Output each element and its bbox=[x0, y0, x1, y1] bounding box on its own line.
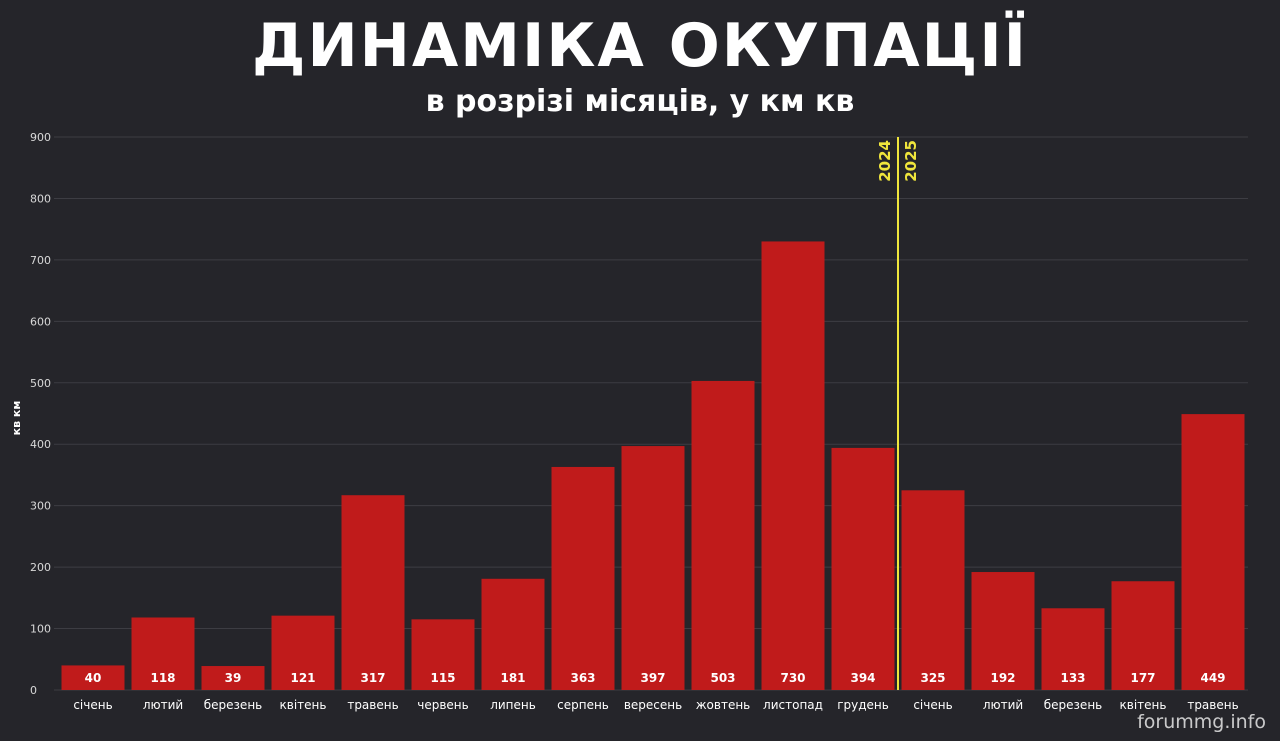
data-label: 192 bbox=[990, 671, 1015, 685]
data-label: 363 bbox=[570, 671, 595, 685]
bar bbox=[1181, 414, 1245, 690]
x-tick-label: травень bbox=[1187, 698, 1238, 712]
y-tick-label: 900 bbox=[30, 131, 51, 144]
bar bbox=[551, 466, 615, 690]
y-tick-label: 500 bbox=[30, 377, 51, 390]
bar bbox=[411, 619, 475, 690]
bar bbox=[901, 490, 965, 690]
bar bbox=[761, 241, 825, 690]
y-tick-label: 400 bbox=[30, 438, 51, 451]
x-tick-label: червень bbox=[417, 698, 468, 712]
data-label: 115 bbox=[430, 671, 455, 685]
x-tick-label: січень bbox=[73, 698, 112, 712]
bar bbox=[1111, 581, 1175, 690]
x-tick-label: грудень bbox=[837, 698, 889, 712]
data-label: 118 bbox=[150, 671, 175, 685]
data-label: 449 bbox=[1200, 671, 1225, 685]
bar bbox=[621, 446, 685, 690]
x-tick-label: квітень bbox=[280, 698, 327, 712]
bar bbox=[1041, 608, 1105, 690]
data-label: 40 bbox=[85, 671, 102, 685]
data-label: 317 bbox=[360, 671, 385, 685]
x-tick-label: березень bbox=[1044, 698, 1102, 712]
x-tick-label: березень bbox=[204, 698, 262, 712]
x-tick-label: липень bbox=[490, 698, 536, 712]
bar bbox=[201, 666, 265, 690]
y-tick-label: 700 bbox=[30, 254, 51, 267]
data-label: 397 bbox=[640, 671, 665, 685]
data-label: 730 bbox=[780, 671, 805, 685]
bar bbox=[691, 380, 755, 690]
x-tick-label: лютий bbox=[143, 698, 183, 712]
bar bbox=[481, 578, 545, 690]
bar bbox=[341, 495, 405, 690]
y-tick-label: 100 bbox=[30, 623, 51, 636]
data-label: 394 bbox=[850, 671, 875, 685]
data-label: 39 bbox=[225, 671, 242, 685]
y-tick-label: 0 bbox=[30, 684, 37, 697]
x-tick-label: серпень bbox=[557, 698, 609, 712]
x-tick-label: травень bbox=[347, 698, 398, 712]
bar bbox=[61, 665, 125, 690]
y-tick-label: 600 bbox=[30, 315, 51, 328]
y-tick-label: 300 bbox=[30, 500, 51, 513]
y-tick-label: 800 bbox=[30, 192, 51, 205]
data-label: 121 bbox=[290, 671, 315, 685]
x-tick-label: січень bbox=[913, 698, 952, 712]
data-label: 503 bbox=[710, 671, 735, 685]
bar bbox=[831, 447, 895, 690]
bar bbox=[971, 572, 1035, 690]
data-label: 325 bbox=[920, 671, 945, 685]
bar bbox=[271, 615, 335, 690]
year-label-2024: 2024 bbox=[876, 140, 894, 182]
data-label: 133 bbox=[1060, 671, 1085, 685]
data-label: 181 bbox=[500, 671, 525, 685]
x-tick-label: жовтень bbox=[696, 698, 751, 712]
x-tick-label: лютий bbox=[983, 698, 1023, 712]
chart-title: ДИНАМІКА ОКУПАЦІЇ bbox=[252, 11, 1028, 81]
y-tick-label: 200 bbox=[30, 561, 51, 574]
y-axis-label: кв км bbox=[10, 401, 23, 436]
x-tick-label: вересень bbox=[624, 698, 682, 712]
x-tick-label: квітень bbox=[1120, 698, 1167, 712]
data-label: 177 bbox=[1130, 671, 1155, 685]
bar bbox=[131, 617, 195, 690]
year-label-2025: 2025 bbox=[902, 140, 920, 182]
chart-subtitle: в розрізі місяців, у км кв bbox=[425, 84, 855, 119]
x-tick-label: листопад bbox=[763, 698, 823, 712]
watermark-text: forummg.info bbox=[1137, 711, 1266, 733]
